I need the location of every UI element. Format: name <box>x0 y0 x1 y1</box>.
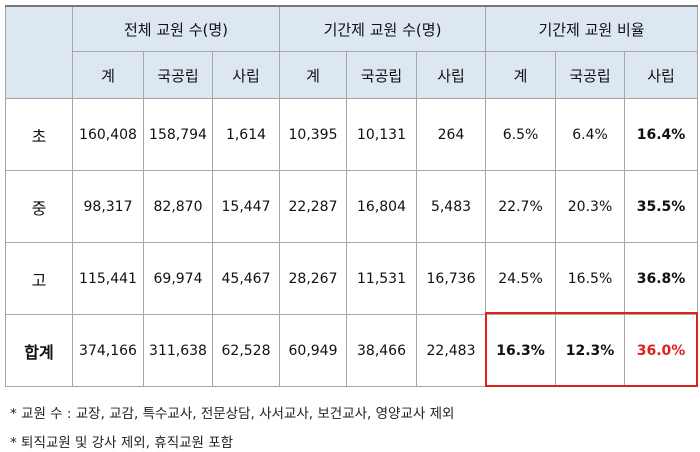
row-label: 중 <box>5 170 73 243</box>
cell: 12.3% <box>555 314 626 387</box>
header-row: 전체 교원 수(명) 기간제 교원 수(명) 기간제 교원 비율 <box>5 5 699 99</box>
sub-header: 계 <box>72 51 144 99</box>
cell: 11,531 <box>346 242 417 315</box>
cell: 1,614 <box>212 98 280 171</box>
cell: 16.5% <box>555 242 626 315</box>
cell: 16,804 <box>346 170 417 243</box>
cell: 6.4% <box>555 98 626 171</box>
cell: 69,974 <box>143 242 213 315</box>
cell: 16,736 <box>415 242 487 315</box>
cell: 82,870 <box>143 170 213 243</box>
cell: 264 <box>415 98 487 171</box>
sub-header: 국공립 <box>346 51 417 99</box>
row-label: 초 <box>5 98 73 171</box>
cell: 374,166 <box>72 314 144 387</box>
cell: 22,483 <box>415 314 487 387</box>
cell: 5,483 <box>415 170 487 243</box>
sub-header: 사립 <box>624 51 699 99</box>
cell: 20.3% <box>555 170 626 243</box>
data-row: 중 98,317 82,870 15,447 22,287 16,804 5,483 22.7… <box>5 170 699 243</box>
data-row: 합계 374,166 311,638 62,528 60,949 38,466 22,483… <box>5 314 699 387</box>
cell: 158,794 <box>143 98 213 171</box>
cell: 6.5% <box>485 98 557 171</box>
table-body: 전체 교원 수(명) 기간제 교원 수(명) 기간제 교원 비율 계 국공립 사립 계 국공립… <box>5 5 699 387</box>
cell: 115,441 <box>72 242 144 315</box>
cell: 16.4% <box>624 98 699 171</box>
cell: 36.8% <box>624 242 699 315</box>
highlight-box <box>485 312 698 387</box>
cell: 10,395 <box>279 98 347 171</box>
sub-header: 사립 <box>212 51 280 99</box>
cell: 15,447 <box>212 170 280 243</box>
cell: 311,638 <box>143 314 213 387</box>
cell: 98,317 <box>72 170 144 243</box>
cell: 22,287 <box>279 170 347 243</box>
cell: 38,466 <box>346 314 417 387</box>
footnote: * 퇴직교원 및 강사 제외, 휴직교원 포함 <box>10 435 234 451</box>
sub-header: 사립 <box>415 51 487 99</box>
group-header: 전체 교원 수(명) <box>72 5 280 52</box>
group-header: 기간제 교원 수(명) <box>278 5 487 52</box>
cell: 62,528 <box>212 314 280 387</box>
cell: 22.7% <box>485 170 557 243</box>
cell: 45,467 <box>212 242 280 315</box>
data-row: 초 160,408 158,794 1,614 10,395 10,131 264 6.5% 6… <box>5 98 699 171</box>
row-label: 고 <box>5 242 73 315</box>
stats-table: 전체 교원 수(명) 기간제 교원 수(명) 기간제 교원 비율 계 국공립 사립 계 국공립… <box>5 5 699 387</box>
cell: 60,949 <box>279 314 347 387</box>
cell: 35.5% <box>624 170 699 243</box>
cell: 16.3% <box>485 314 557 387</box>
corner-cell <box>5 5 73 99</box>
sub-header: 계 <box>485 51 557 99</box>
cell: 24.5% <box>485 242 557 315</box>
row-label: 합계 <box>5 314 73 387</box>
sub-header: 국공립 <box>143 51 213 99</box>
sub-header: 국공립 <box>555 51 626 99</box>
cell: 160,408 <box>72 98 144 171</box>
group-header: 기간제 교원 비율 <box>485 5 699 52</box>
cell: 28,267 <box>279 242 347 315</box>
header-row: 계 국공립 사립 계 국공립 사립 계 국공립 사립 <box>6 51 699 99</box>
cell: 10,131 <box>346 98 417 171</box>
sub-header: 계 <box>279 51 347 99</box>
data-row: 고 115,441 69,974 45,467 28,267 11,531 16,736 24… <box>5 242 699 315</box>
footnote: * 교원 수 : 교장, 교감, 특수교사, 전문상담, 사서교사, 보건교사,… <box>10 406 455 422</box>
